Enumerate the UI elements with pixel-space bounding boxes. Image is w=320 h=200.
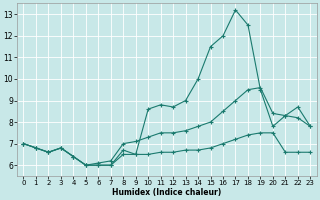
X-axis label: Humidex (Indice chaleur): Humidex (Indice chaleur) [112, 188, 221, 197]
